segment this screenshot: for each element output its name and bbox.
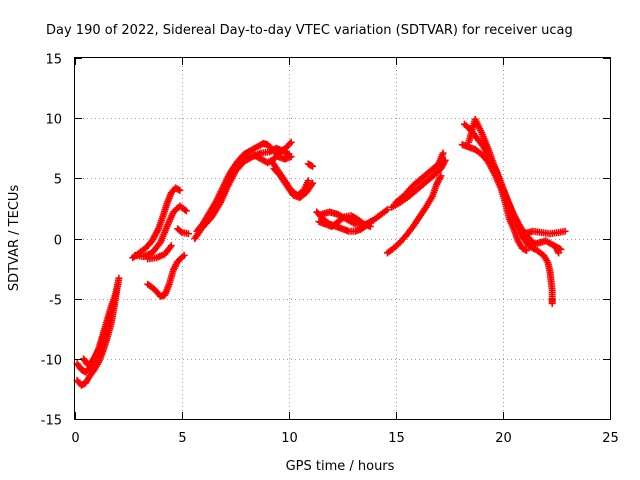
series-track-3 — [80, 299, 118, 369]
y-tick-label: 15 — [45, 53, 62, 68]
series-track-18 — [383, 172, 445, 257]
x-axis-label: GPS time / hours — [286, 459, 395, 474]
data-point — [285, 150, 293, 158]
data-point — [167, 242, 175, 250]
data-point — [307, 161, 315, 169]
y-tick-label: -5 — [49, 294, 62, 309]
chart-title: Day 190 of 2022, Sidereal Day-to-day VTE… — [46, 23, 573, 38]
data-point — [561, 227, 569, 235]
data-point — [309, 162, 317, 170]
data-point — [176, 186, 184, 194]
data-point — [304, 177, 312, 185]
series-track-20 — [392, 149, 447, 206]
x-tick-label: 25 — [602, 431, 619, 446]
series-track-26 — [533, 247, 556, 307]
y-tick-label: 10 — [45, 113, 62, 128]
series-track-24 — [520, 227, 569, 238]
data-point — [437, 172, 445, 180]
axis-ticks: 0 5 10 15 20 25 -15 -10 -5 0 5 10 15 — [41, 53, 619, 447]
y-tick-label: -15 — [41, 414, 62, 429]
y-axis-label: SDTVAR / TECUs — [7, 185, 22, 292]
data-point — [115, 274, 123, 282]
data-point — [287, 138, 295, 146]
data-point — [174, 186, 182, 194]
x-tick-label: 10 — [281, 431, 298, 446]
series-track-8 — [174, 225, 192, 238]
data-point — [383, 206, 391, 214]
y-tick-label: -10 — [41, 354, 62, 369]
data-point — [548, 299, 556, 307]
x-tick-label: 20 — [495, 431, 512, 446]
data-point — [368, 216, 376, 224]
series-track-14 — [304, 160, 317, 170]
data-point — [555, 249, 563, 257]
x-tick-label: 5 — [178, 431, 186, 446]
series-track-11 — [199, 144, 293, 230]
series-track-6 — [144, 242, 175, 263]
data-point — [523, 247, 531, 255]
series-track-7 — [144, 251, 188, 300]
data-point — [180, 251, 188, 259]
y-tick-label: 5 — [54, 173, 62, 188]
data-point — [114, 280, 122, 288]
x-tick-label: 15 — [388, 431, 405, 446]
series-track-27 — [553, 244, 563, 257]
series-track-13 — [268, 157, 312, 199]
x-tick-label: 0 — [71, 431, 79, 446]
data-point — [110, 299, 118, 307]
data-point — [521, 246, 529, 254]
data-point — [182, 207, 190, 215]
grid-layer — [75, 58, 610, 419]
data-point — [177, 227, 185, 235]
y-tick-label: 0 — [54, 234, 62, 249]
series-track-17 — [317, 208, 376, 229]
data-point — [439, 149, 447, 157]
series-track-23 — [458, 141, 531, 255]
plot-frame — [74, 57, 611, 420]
data-point — [184, 230, 192, 238]
data-points-layer — [73, 115, 569, 389]
series-track-4 — [129, 184, 184, 262]
